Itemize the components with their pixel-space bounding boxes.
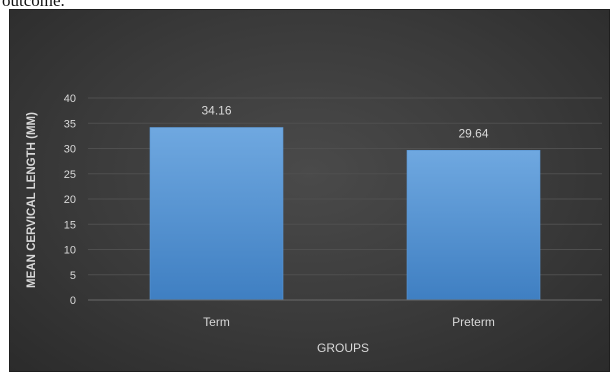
page-top-text: outcome. <box>2 0 65 10</box>
y-tick-label: 35 <box>64 118 76 130</box>
x-tick-label: Preterm <box>452 315 495 329</box>
y-tick-label: 5 <box>70 270 76 282</box>
bars <box>149 127 541 301</box>
data-labels: 34.16 29.64 <box>201 103 488 140</box>
y-tick-label: 30 <box>64 144 76 156</box>
bar-preterm <box>406 150 541 301</box>
data-label-term: 34.16 <box>201 103 231 117</box>
y-axis-ticks: 0 5 10 15 20 25 30 35 40 <box>64 93 76 307</box>
y-tick-label: 10 <box>64 245 76 257</box>
bar-term <box>149 127 284 301</box>
y-tick-label: 40 <box>64 93 76 105</box>
x-axis-title: GROUPS <box>317 341 369 355</box>
chart-panel: 0 5 10 15 20 25 30 35 40 34.16 29.64 Term Preterm … <box>9 9 610 372</box>
data-label-preterm: 29.64 <box>458 126 488 140</box>
y-axis-title: MEAN CERVICAL LENGTH (MM) <box>26 112 38 288</box>
y-tick-label: 15 <box>64 219 76 231</box>
y-tick-label: 20 <box>64 194 76 206</box>
y-tick-label: 25 <box>64 169 76 181</box>
x-axis-ticks: Term Preterm <box>203 315 495 329</box>
x-tick-label: Term <box>203 315 230 329</box>
y-tick-label: 0 <box>70 295 76 307</box>
